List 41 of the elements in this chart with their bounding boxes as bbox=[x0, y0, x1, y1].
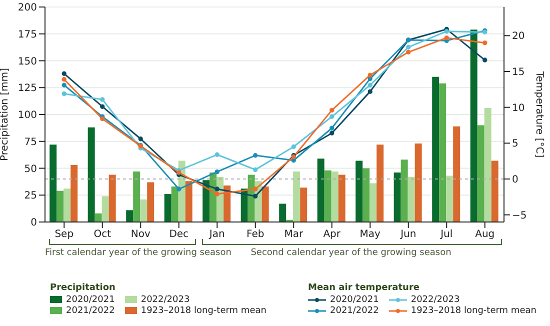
text: Mean air temperature bbox=[308, 283, 420, 293]
x-tick-label: Apr bbox=[323, 229, 342, 240]
y2-tick-label: 15 bbox=[512, 67, 525, 78]
x-tick-label: Feb bbox=[246, 229, 264, 240]
y-tick-label: 175 bbox=[18, 29, 37, 40]
y-tick-label: 150 bbox=[18, 56, 37, 68]
y-tick-label: 200 bbox=[18, 2, 37, 14]
y-tick-label: 75 bbox=[24, 136, 37, 148]
y-tick-label: 25 bbox=[24, 190, 37, 202]
y2-tick-label: 20 bbox=[512, 31, 525, 42]
x-tick-label: Jan bbox=[208, 229, 225, 240]
y-tick-label: 0 bbox=[30, 218, 37, 229]
y2-tick-label: 0 bbox=[512, 174, 518, 186]
x-tick-label: Dec bbox=[169, 229, 189, 240]
y-axis-title: Precipitation [mm] bbox=[0, 68, 11, 161]
x-tick-label: Oct bbox=[94, 229, 112, 240]
legend-label: 2020/2021 bbox=[330, 295, 379, 305]
x-tick-label: May bbox=[360, 229, 381, 240]
legend-label: 2020/2021 bbox=[66, 295, 115, 305]
x-tick-label: Jun bbox=[400, 229, 416, 240]
y2-tick-label: −5 bbox=[512, 210, 527, 222]
x-tick-label: Mar bbox=[284, 229, 304, 240]
legend-label: 2022/2023 bbox=[410, 295, 460, 305]
x-tick-label: Jul bbox=[440, 229, 453, 240]
legend-title: Precipitation bbox=[50, 283, 116, 293]
x-tick-label: Aug bbox=[475, 229, 495, 240]
legend-label: 2021/2022 bbox=[330, 306, 379, 316]
text: First calendar year of the growing season bbox=[45, 248, 232, 258]
y2-tick-label: 5 bbox=[512, 138, 518, 150]
legend-label: 1923–2018 long-term mean bbox=[140, 306, 266, 316]
y2-tick-label: 10 bbox=[512, 102, 525, 114]
legend-label: 2022/2023 bbox=[140, 295, 190, 305]
x-tick-label: Sep bbox=[54, 229, 74, 240]
y-tick-label: 50 bbox=[24, 164, 37, 175]
legend-label: 1923–2018 long-term mean bbox=[410, 306, 536, 316]
text: Second calendar year of the growing season bbox=[250, 248, 452, 258]
y-tick-label: 125 bbox=[18, 83, 37, 94]
x-tick-label: Nov bbox=[130, 229, 150, 240]
legend-label: 2021/2022 bbox=[66, 306, 115, 316]
y2-axis-title: Temperature [°C] bbox=[533, 70, 544, 158]
y-tick-label: 100 bbox=[18, 110, 37, 122]
